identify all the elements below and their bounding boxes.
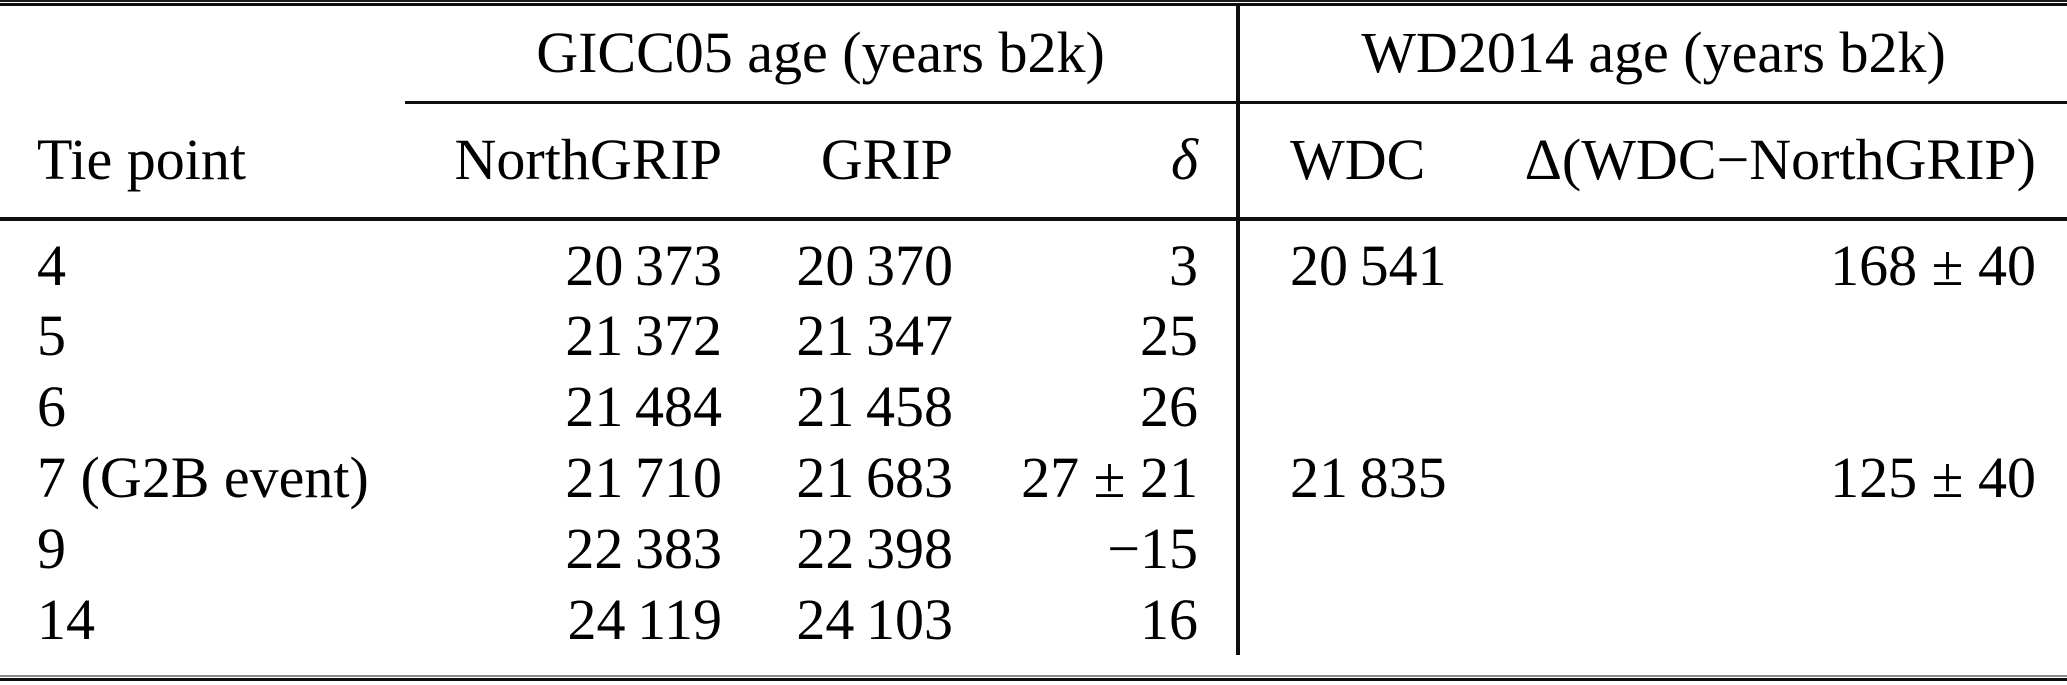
cell-diff [1460,513,2067,584]
cell-northgrip: 24 119 [567,586,722,652]
cell-tie-point: 6 [37,373,66,439]
cell-wdc [1238,584,1460,655]
cell-wdc: 20 541 [1290,232,1447,298]
cell-diff: 168 ± 40 [1830,232,2036,298]
column-header-row: Tie point NorthGRIP GRIP δ WDC Δ(WDC−Nor… [0,102,2067,221]
cell-grip: 21 683 [796,444,953,510]
table-row: 14 24 119 24 103 16 [0,584,2067,655]
span-header-spacer [0,6,405,102]
table-row: 9 22 383 22 398 −15 [0,513,2067,584]
cell-tie-point: 9 [37,515,66,581]
col-header-grip: GRIP [730,102,985,221]
cell-grip: 21 458 [796,373,953,439]
table-body: 4 20 373 20 370 3 20 541 168 ± 40 5 21 3… [0,219,2067,675]
cell-wdc [1238,300,1460,371]
cell-delta: 3 [985,219,1240,300]
cell-grip: 20 370 [796,232,953,298]
table-row: 4 20 373 20 370 3 20 541 168 ± 40 [0,219,2067,300]
table-row: 7 (G2B event) 21 710 21 683 27 ± 21 21 8… [0,442,2067,513]
cell-tie-point: 14 [37,586,95,652]
col-header-tie-point: Tie point [0,102,405,221]
col-header-diff-wdc-northgrip: Δ(WDC−NorthGRIP) [1460,102,2067,221]
cell-delta: 27 ± 21 [985,442,1240,513]
cell-wdc: 21 835 [1290,444,1447,510]
cell-grip: 24 103 [796,586,953,652]
tie-points-table: GICC05 age (years b2k) WD2014 age (years… [0,6,2067,675]
cell-tie-point: 5 [37,302,66,368]
cell-grip: 22 398 [796,515,953,581]
col-header-northgrip: NorthGRIP [405,102,730,221]
cell-diff [1460,300,2067,371]
table-bottom-rule [0,675,2067,681]
cell-tie-point: 7 (G2B event) [37,444,369,510]
col-header-wdc: WDC [1238,102,1460,221]
col-group-gicc05: GICC05 age (years b2k) [405,6,1240,104]
cell-wdc [1238,371,1460,442]
cell-northgrip: 21 710 [565,444,722,510]
cell-northgrip: 22 383 [565,515,722,581]
col-header-delta: δ [985,102,1240,221]
span-header-row: GICC05 age (years b2k) WD2014 age (years… [0,6,2067,104]
col-group-wd2014: WD2014 age (years b2k) [1238,6,2067,104]
cell-tie-point: 4 [37,232,66,298]
table-header: GICC05 age (years b2k) WD2014 age (years… [0,6,2067,221]
table-row: 6 21 484 21 458 26 [0,371,2067,442]
cell-delta: 26 [985,371,1240,442]
cell-northgrip: 20 373 [565,232,722,298]
cell-grip: 21 347 [796,302,953,368]
cell-diff [1460,584,2067,655]
cell-delta: −15 [985,513,1240,584]
cell-delta: 25 [985,300,1240,371]
table-bottom-spacer-row [0,655,2067,675]
cell-northgrip: 21 484 [565,373,722,439]
cell-diff: 125 ± 40 [1830,444,2036,510]
table-row: 5 21 372 21 347 25 [0,300,2067,371]
table-top-rule [0,0,2067,6]
cell-wdc [1238,513,1460,584]
cell-northgrip: 21 372 [565,302,722,368]
cell-delta: 16 [985,584,1240,655]
cell-diff [1460,371,2067,442]
